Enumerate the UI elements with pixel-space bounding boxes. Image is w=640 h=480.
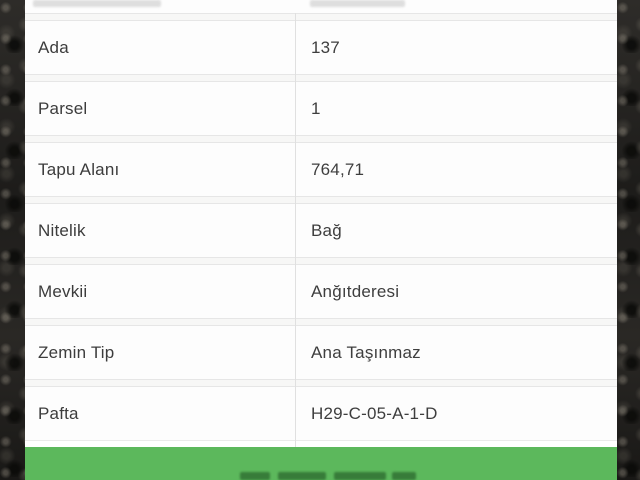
row-label: Zemin Tip — [38, 342, 115, 362]
background-photo-left — [0, 0, 25, 480]
row-label: Parsel — [38, 98, 88, 118]
column-divider — [295, 0, 296, 447]
table-row-pafta: Pafta H29-C-05-A-1-D — [25, 387, 617, 440]
row-label: Tapu Alanı — [38, 159, 120, 179]
row-value: 764,71 — [311, 159, 365, 179]
table-bottom-gap — [25, 440, 617, 447]
row-separator — [25, 74, 617, 82]
table-row-parsel: Parsel 1 — [25, 82, 617, 135]
row-value: Ana Taşınmaz — [311, 342, 421, 362]
row-value: 137 — [311, 37, 340, 57]
row-separator — [25, 379, 617, 387]
table-row-nitelik: Nitelik Bağ — [25, 204, 617, 257]
table-row-tapu-alani: Tapu Alanı 764,71 — [25, 143, 617, 196]
row-separator — [25, 196, 617, 204]
clipped-button-text — [392, 472, 416, 480]
table-row-ada: Ada 137 — [25, 21, 617, 74]
clipped-value-text — [310, 0, 405, 7]
row-value: H29-C-05-A-1-D — [311, 403, 438, 423]
row-label: Nitelik — [38, 220, 86, 240]
row-separator — [25, 257, 617, 265]
row-label: Pafta — [38, 403, 79, 423]
row-value: 1 — [311, 98, 321, 118]
clipped-button-text — [240, 472, 270, 480]
clipped-button-text — [278, 472, 326, 480]
row-separator — [25, 13, 617, 21]
row-value: Bağ — [311, 220, 342, 240]
row-separator — [25, 318, 617, 326]
row-value: Anğıtderesi — [311, 281, 400, 301]
row-separator — [25, 135, 617, 143]
row-label: Ada — [38, 37, 69, 57]
background-photo-right — [617, 0, 640, 480]
table-row-clipped-top — [25, 0, 617, 13]
clipped-button-text — [334, 472, 386, 480]
parcel-info-table: Ada 137 Parsel 1 Tapu Alanı 764,71 Nitel… — [25, 0, 617, 447]
parcel-info-panel: Ada 137 Parsel 1 Tapu Alanı 764,71 Nitel… — [25, 0, 617, 480]
row-label: Mevkii — [38, 281, 88, 301]
clipped-label-text — [33, 0, 161, 7]
table-row-zemin-tip: Zemin Tip Ana Taşınmaz — [25, 326, 617, 379]
table-row-mevkii: Mevkii Anğıtderesi — [25, 265, 617, 318]
